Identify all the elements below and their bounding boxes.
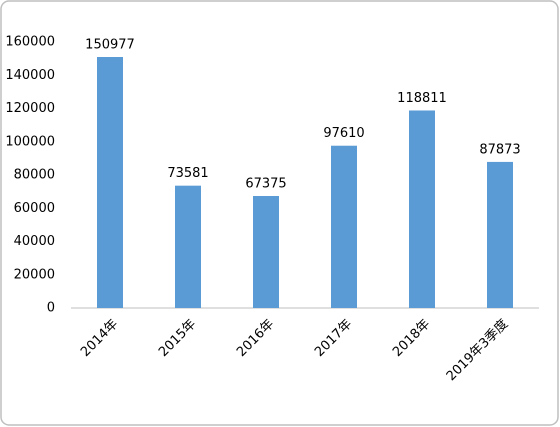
bar [97,57,123,309]
y-tick-label: 120000 [5,101,55,116]
data-label: 118811 [397,91,447,106]
y-tick-label: 40000 [14,234,55,249]
data-label: 150977 [85,38,135,53]
bar [409,110,435,308]
y-tick-label: 0 [47,301,55,316]
y-tick-label: 60000 [14,201,55,216]
bar [487,161,513,308]
data-label: 97610 [323,126,364,141]
y-tick-label: 80000 [14,168,55,183]
bar [175,185,201,308]
y-tick-label: 140000 [5,68,55,83]
y-tick-label: 20000 [14,267,55,282]
y-tick-label: 100000 [5,134,55,149]
data-label: 67375 [245,176,286,191]
data-label: 87873 [479,142,520,157]
data-label: 73581 [167,166,208,181]
bar [331,145,357,308]
y-tick-label: 160000 [5,35,55,50]
bar [253,195,279,308]
